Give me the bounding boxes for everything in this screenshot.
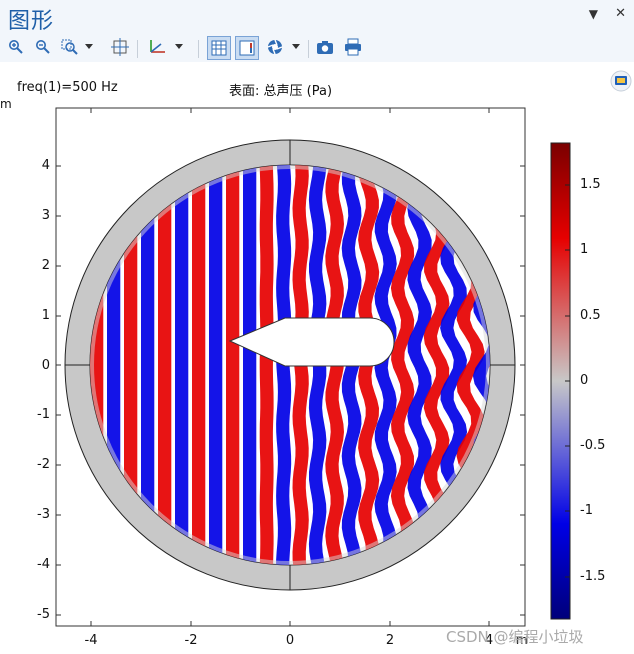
graphics-toolbar <box>0 36 634 62</box>
window-title: 图形 <box>8 9 55 34</box>
color-legend-icon[interactable] <box>235 36 259 60</box>
x-tick-label: 4 <box>484 633 494 648</box>
toolbar-separator <box>308 40 309 58</box>
zoom-extents-icon[interactable] <box>109 36 131 58</box>
x-tick-label: 0 <box>285 633 295 648</box>
zoom-out-icon[interactable] <box>32 36 54 58</box>
toolbar-separator <box>198 40 199 58</box>
colorbar-tick-label: -1 <box>580 503 593 518</box>
y-tick-label: -5 <box>37 607 50 622</box>
y-tick-label: 0 <box>41 358 50 373</box>
print-icon[interactable] <box>342 36 364 58</box>
y-tick-label: 2 <box>41 258 50 273</box>
colorbar-tick-label: 1 <box>580 242 589 257</box>
title-bar: 图形 ▼ ✕ <box>0 0 634 36</box>
camera-icon[interactable] <box>314 36 336 58</box>
colorbar-tick-label: 0.5 <box>580 308 601 323</box>
axis-orientation-icon[interactable] <box>146 36 168 58</box>
colorbar-tick-label: 0 <box>580 373 589 388</box>
colorbar-tick-label: 1.5 <box>580 177 601 192</box>
y-tick-label: 4 <box>41 158 50 173</box>
frequency-label: freq(1)=500 Hz <box>17 80 118 95</box>
y-unit-label: m <box>0 97 12 111</box>
dropdown-icon[interactable] <box>172 36 186 58</box>
toolbar-separator <box>137 40 138 58</box>
plot-subtitle: 表面: 总声压 (Pa) <box>229 84 333 99</box>
x-tick-label: -4 <box>84 633 98 648</box>
y-tick-label: 3 <box>41 208 50 223</box>
grid-view-icon[interactable] <box>207 36 231 60</box>
y-tick-label: 1 <box>41 308 50 323</box>
legend-toggle-icon[interactable] <box>610 70 632 92</box>
close-icon[interactable]: ✕ <box>615 6 626 21</box>
scene-light-icon[interactable] <box>264 36 286 58</box>
plot-canvas[interactable] <box>0 62 634 654</box>
watermark: CSDN @编程小垃圾 <box>446 628 584 646</box>
colorbar-tick-label: -0.5 <box>580 438 606 453</box>
zoom-box-icon[interactable] <box>59 36 81 58</box>
y-tick-label: -4 <box>37 557 50 572</box>
colorbar-tick-label: -1.5 <box>580 569 606 584</box>
x-unit-label: m <box>516 633 528 647</box>
x-tick-label: 2 <box>385 633 395 648</box>
y-tick-label: -1 <box>37 407 50 422</box>
y-tick-label: -2 <box>37 457 50 472</box>
dropdown-icon[interactable] <box>289 36 303 58</box>
window-menu-button[interactable]: ▼ <box>588 7 598 21</box>
x-tick-label: -2 <box>184 633 198 648</box>
zoom-in-icon[interactable] <box>5 36 27 58</box>
y-tick-label: -3 <box>37 507 50 522</box>
dropdown-icon[interactable] <box>82 36 96 58</box>
